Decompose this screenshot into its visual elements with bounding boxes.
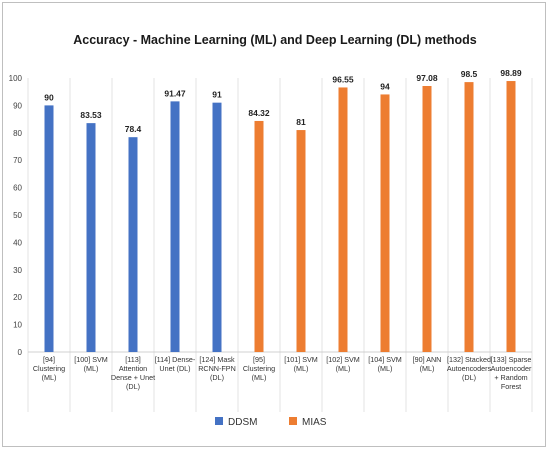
data-label: 78.4 <box>125 124 142 134</box>
bar-ddsm <box>170 101 180 353</box>
x-tick-label: [102] SVM (ML) <box>326 355 360 373</box>
x-tick-label: [132] Stacked Autoencoders (DL) <box>447 355 492 382</box>
data-label: 90 <box>44 92 54 102</box>
bar-mias <box>254 120 264 353</box>
y-tick-label: 60 <box>13 184 22 193</box>
bar-ddsm <box>86 123 96 352</box>
data-label: 94 <box>380 81 390 91</box>
data-label: 91 <box>212 90 222 100</box>
x-tick-label: [95] Clustering (ML) <box>243 355 275 382</box>
bar-mias <box>338 87 348 352</box>
data-label: 91.47 <box>164 88 186 98</box>
y-tick-label: 90 <box>13 101 22 110</box>
data-labels: 90 83.53 78.4 91.47 91 84.32 81 96.55 94 97.08 98.… <box>44 68 522 134</box>
data-label: 83.53 <box>80 110 102 120</box>
y-tick-label: 70 <box>13 156 22 165</box>
bar-ddsm <box>44 105 54 353</box>
bar-ddsm <box>212 102 222 352</box>
x-tick-label: [100] SVM (ML) <box>74 355 108 373</box>
y-tick-label: 100 <box>9 74 23 83</box>
bar-mias <box>464 82 474 353</box>
bar-mias <box>506 81 516 353</box>
legend: DDSM MIAS <box>215 417 327 428</box>
legend-label-ddsm: DDSM <box>228 417 257 428</box>
bar-mias <box>296 130 306 352</box>
legend-swatch-ddsm <box>215 417 223 425</box>
gridlines <box>27 78 533 412</box>
data-label: 96.55 <box>332 74 354 84</box>
y-tick-label: 50 <box>13 211 22 220</box>
bars <box>44 81 516 353</box>
x-tick-label: [94] Clustering (ML) <box>33 355 65 382</box>
y-tick-label: 10 <box>13 321 22 330</box>
bar-mias <box>380 94 390 352</box>
x-tick-label: [104] SVM (ML) <box>368 355 402 373</box>
y-axis: 0 10 20 30 40 50 60 70 80 90 100 <box>9 74 23 357</box>
data-label: 84.32 <box>248 108 270 118</box>
y-tick-label: 30 <box>13 266 22 275</box>
bar-mias <box>422 86 432 353</box>
data-label: 98.5 <box>461 69 478 79</box>
y-tick-label: 0 <box>18 348 23 357</box>
x-tick-label: [90] ANN (ML) <box>413 355 442 373</box>
x-tick-label: [114] Dense-Unet (DL) <box>155 355 196 373</box>
data-label: 97.08 <box>416 73 438 83</box>
data-label: 81 <box>296 117 306 127</box>
y-tick-label: 40 <box>13 238 22 247</box>
legend-label-mias: MIAS <box>302 417 327 428</box>
x-tick-label: [101] SVM (ML) <box>284 355 318 373</box>
y-tick-label: 80 <box>13 129 22 138</box>
x-tick-label: [133] Sparse Autoencoder + Random Forest <box>491 355 532 391</box>
x-axis: [94] Clustering (ML) [100] SVM (ML)[113] Atte… <box>33 355 532 391</box>
x-tick-label: [124] Mask RCNN-FPN (DL) <box>198 355 236 382</box>
chart-title: Accuracy - Machine Learning (ML) and Dee… <box>73 33 477 47</box>
y-tick-label: 20 <box>13 293 22 302</box>
legend-swatch-mias <box>289 417 297 425</box>
x-tick-label: [113] Attention Dense + Unet (DL) <box>111 355 155 391</box>
bar-ddsm <box>128 137 138 352</box>
data-label: 98.89 <box>500 68 522 78</box>
